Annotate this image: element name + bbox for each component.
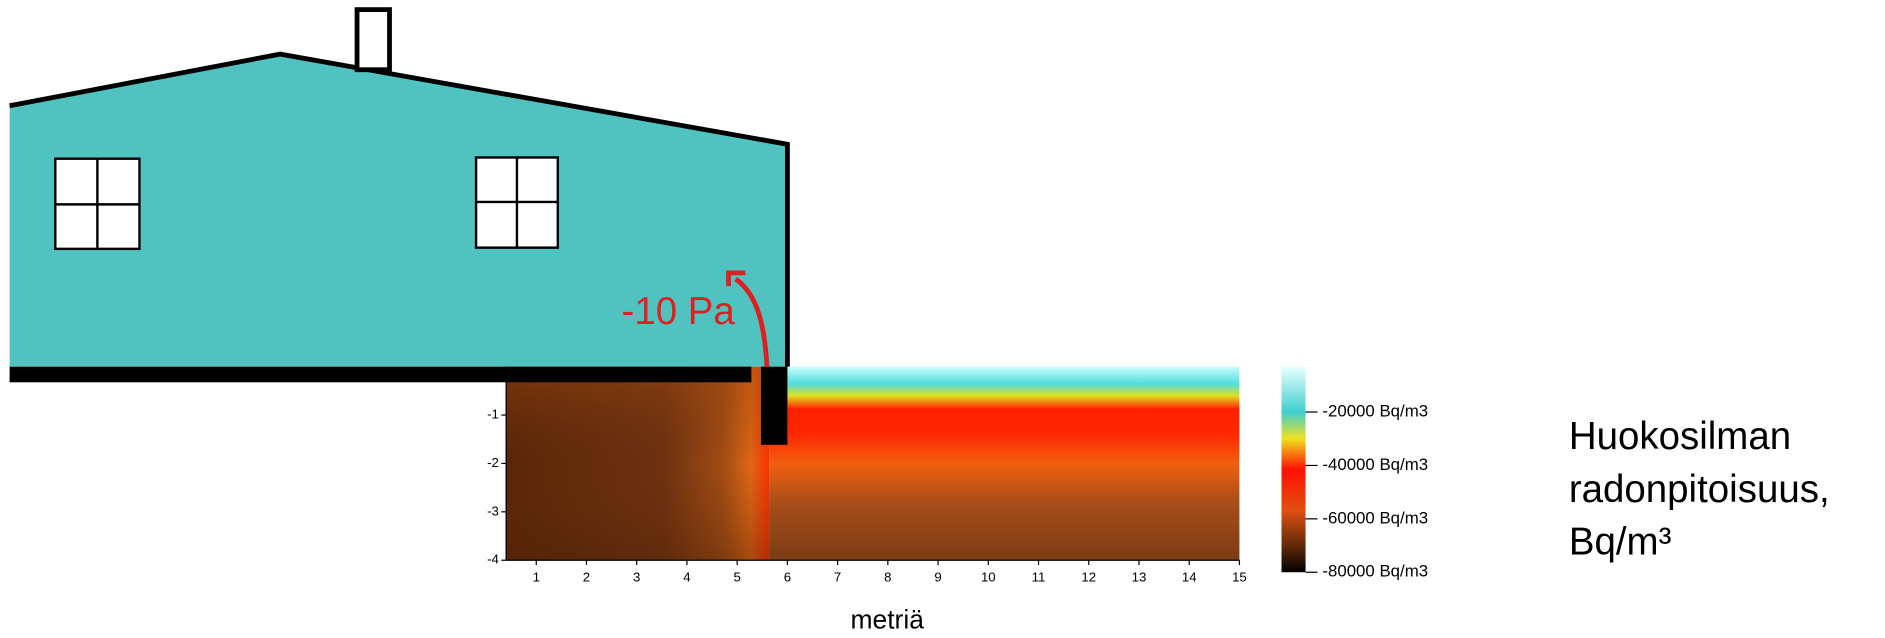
chimney bbox=[354, 7, 392, 73]
colorbar-title: radonpitoisuus, bbox=[1569, 468, 1830, 511]
pressure-arrow-head bbox=[726, 270, 746, 287]
x-tick-label: 15 bbox=[1232, 570, 1247, 585]
x-tick-label: 3 bbox=[633, 570, 640, 585]
colorbar bbox=[1281, 366, 1306, 573]
house bbox=[9, 7, 790, 445]
foundation bbox=[9, 366, 752, 383]
x-tick-label: 9 bbox=[934, 570, 941, 585]
annotation: -10 Pa bbox=[622, 290, 736, 333]
colorbar-tick-label: -80000 Bq/m3 bbox=[1322, 562, 1428, 581]
x-tick-label: 12 bbox=[1081, 570, 1096, 585]
heatmap bbox=[506, 366, 1240, 561]
x-tick-label: 13 bbox=[1132, 570, 1147, 585]
x-tick-label: 10 bbox=[981, 570, 996, 585]
heat-field bbox=[506, 366, 770, 561]
colorbar-title: Huokosilman bbox=[1569, 415, 1791, 458]
x-tick-label: 4 bbox=[683, 570, 690, 585]
x-tick-label: 11 bbox=[1032, 570, 1046, 585]
x-tick-label: 1 bbox=[533, 570, 540, 585]
roof-line bbox=[9, 51, 790, 367]
y-tick-label: -4 bbox=[487, 552, 499, 567]
colorbar-title: Bq/m³ bbox=[1569, 521, 1672, 564]
x-tick-label: 5 bbox=[733, 570, 740, 585]
x-tick-label: 8 bbox=[884, 570, 891, 585]
heat-field bbox=[769, 366, 1240, 561]
y-tick-label: -1 bbox=[487, 407, 499, 422]
y-tick-label: -3 bbox=[487, 503, 499, 518]
window bbox=[54, 156, 560, 251]
house-wall bbox=[9, 54, 788, 367]
footing bbox=[760, 366, 788, 445]
y-tick-label: -2 bbox=[487, 455, 499, 470]
colorbar-tick-label: -20000 Bq/m3 bbox=[1322, 402, 1428, 421]
x-tick-label: 2 bbox=[583, 570, 590, 585]
colorbar-tick-label: -40000 Bq/m3 bbox=[1322, 455, 1428, 474]
x-tick-label: 6 bbox=[784, 570, 791, 585]
x-tick-label: 14 bbox=[1182, 570, 1197, 585]
x-axis-label: metriä bbox=[850, 605, 924, 635]
pressure-arrow bbox=[734, 276, 770, 367]
colorbar-tick-label: -60000 Bq/m3 bbox=[1322, 508, 1428, 527]
x-tick-label: 7 bbox=[834, 570, 841, 585]
